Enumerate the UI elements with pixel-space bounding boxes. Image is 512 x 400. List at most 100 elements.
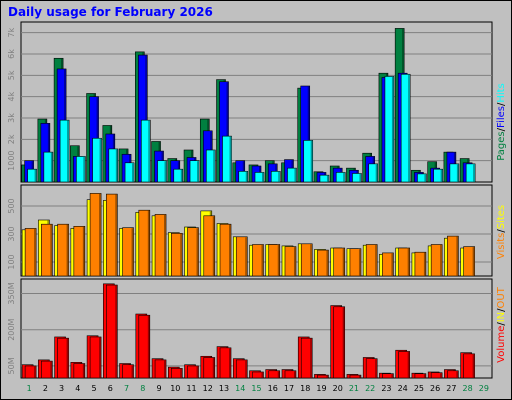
x-tick-label: 13 bbox=[219, 384, 229, 393]
x-tick-label: 19 bbox=[316, 384, 326, 393]
x-tick-label: 27 bbox=[446, 384, 456, 393]
x-tick-label: 7 bbox=[124, 384, 129, 393]
bar-visits-day-2 bbox=[41, 223, 53, 277]
y-tick-label: 100 bbox=[7, 254, 16, 269]
bar-hits-day-24 bbox=[400, 73, 411, 183]
side-labels: Pages/Files/Hits Visits/Sites Volume/IN/OU… bbox=[496, 83, 507, 363]
bar-hits-day-22 bbox=[368, 163, 378, 183]
bar-out-day-7 bbox=[122, 364, 134, 379]
bar-hits-day-16 bbox=[270, 171, 281, 183]
y-tick-label: 5k bbox=[7, 70, 16, 80]
bar-hits-day-12 bbox=[205, 149, 216, 183]
y-tick-label: 4k bbox=[7, 91, 16, 101]
x-tick-label: 17 bbox=[284, 384, 294, 393]
bar-visits-day-11 bbox=[187, 227, 199, 277]
bar-hits-day-3 bbox=[59, 119, 70, 183]
bar-hits-day-25 bbox=[417, 173, 427, 183]
bar-visits-day-8 bbox=[138, 209, 151, 277]
legend-in: IN bbox=[496, 312, 507, 322]
y-tick-label: 3k bbox=[7, 113, 16, 123]
bar-hits-day-6 bbox=[108, 148, 119, 183]
bar-visits-day-4 bbox=[73, 226, 86, 277]
bar-hits-day-11 bbox=[189, 160, 200, 183]
bar-visits-day-5 bbox=[89, 193, 102, 277]
bar-visits-day-10 bbox=[170, 233, 183, 277]
bar-out-day-4 bbox=[73, 363, 86, 379]
bar-out-day-9 bbox=[154, 359, 167, 379]
bar-visits-day-3 bbox=[57, 223, 69, 277]
bar-hits-day-18 bbox=[303, 140, 314, 183]
x-tick-label: 26 bbox=[430, 384, 440, 393]
bar-visits-day-18 bbox=[300, 243, 313, 277]
bar-out-day-28 bbox=[463, 353, 475, 379]
legend-bottom-panel: Volume/IN/OUT bbox=[496, 286, 507, 363]
bar-visits-day-14 bbox=[235, 236, 248, 277]
x-tick-label: 5 bbox=[92, 384, 97, 393]
legend-pages: Pages bbox=[496, 131, 507, 160]
bar-visits-day-16 bbox=[268, 244, 281, 277]
bar-out-day-25 bbox=[414, 373, 427, 379]
bar-visits-day-25 bbox=[414, 251, 427, 277]
bar-visits-day-24 bbox=[398, 247, 410, 277]
bar-visits-day-17 bbox=[284, 246, 297, 277]
bar-visits-day-6 bbox=[106, 193, 118, 277]
x-tick-label: 20 bbox=[333, 384, 343, 393]
y-tick-label: 500 bbox=[7, 198, 16, 213]
bar-visits-day-7 bbox=[122, 227, 134, 277]
x-tick-label: 2 bbox=[43, 384, 48, 393]
bar-hits-day-10 bbox=[173, 168, 184, 183]
x-tick-label: 29 bbox=[479, 384, 489, 393]
y-tick-label: 1000 bbox=[7, 150, 16, 170]
y-tick-label: 200M bbox=[7, 319, 16, 341]
bar-out-day-11 bbox=[187, 365, 199, 379]
bar-hits-day-21 bbox=[352, 173, 362, 183]
bar-hits-day-5 bbox=[92, 137, 102, 183]
legend-sites: Sites bbox=[496, 205, 507, 229]
bar-hits-day-26 bbox=[433, 168, 443, 183]
bar-out-day-3 bbox=[57, 337, 69, 379]
x-axis: 1 2 3 4 5 6 7 8 9 10 11 12 13 14 15 16 17 18 19 20 21 22 23 24 2… bbox=[27, 384, 489, 393]
bar-visits-day-21 bbox=[349, 248, 362, 277]
x-tick-label: 8 bbox=[140, 384, 145, 393]
bar-visits-day-9 bbox=[154, 214, 167, 277]
bar-hits-day-9 bbox=[157, 160, 167, 183]
bar-out-day-17 bbox=[284, 370, 297, 379]
y-tick-label: 300 bbox=[7, 226, 16, 241]
bar-hits-day-19 bbox=[319, 174, 330, 183]
x-tick-label: 15 bbox=[251, 384, 261, 393]
chart-panels: 1000 2k 3k 4k 5k 6k 7k 100 300 500 50M 200M 350M bbox=[7, 21, 493, 379]
bar-hits-day-27 bbox=[449, 163, 460, 183]
legend-visits: Visits bbox=[496, 233, 507, 260]
bar-visits-day-27 bbox=[447, 235, 459, 277]
bar-visits-day-12 bbox=[203, 215, 216, 277]
bar-visits-day-26 bbox=[430, 244, 443, 277]
legend-hits: Hits bbox=[496, 83, 507, 102]
x-tick-label: 16 bbox=[268, 384, 278, 393]
x-tick-label: 18 bbox=[300, 384, 310, 393]
bar-out-day-26 bbox=[430, 372, 443, 379]
panel-1: 1000 2k 3k 4k 5k 6k 7k bbox=[7, 21, 493, 183]
bar-out-day-12 bbox=[203, 357, 216, 379]
bar-out-day-13 bbox=[219, 347, 232, 379]
bar-out-day-5 bbox=[89, 336, 102, 379]
bar-visits-day-13 bbox=[219, 223, 232, 277]
bar-hits-day-28 bbox=[465, 163, 476, 183]
bar-visits-day-22 bbox=[365, 244, 378, 277]
bar-visits-day-19 bbox=[317, 249, 329, 277]
x-tick-label: 21 bbox=[349, 384, 359, 393]
bar-out-day-24 bbox=[398, 351, 410, 379]
bar-out-day-10 bbox=[170, 368, 183, 379]
x-tick-label: 12 bbox=[203, 384, 213, 393]
x-tick-label: 28 bbox=[463, 384, 473, 393]
x-tick-label: 22 bbox=[365, 384, 375, 393]
chart-title: Daily usage for February 2026 bbox=[8, 5, 213, 19]
x-tick-label: 1 bbox=[27, 384, 32, 393]
panel-2: 100 300 500 bbox=[7, 184, 493, 277]
legend-volume: Volume bbox=[496, 326, 507, 363]
y-tick-label: 7k bbox=[7, 27, 16, 37]
bar-out-day-21 bbox=[349, 374, 362, 379]
x-tick-label: 3 bbox=[59, 384, 64, 393]
bar-out-day-18 bbox=[300, 337, 313, 379]
bar-out-day-15 bbox=[252, 371, 264, 379]
